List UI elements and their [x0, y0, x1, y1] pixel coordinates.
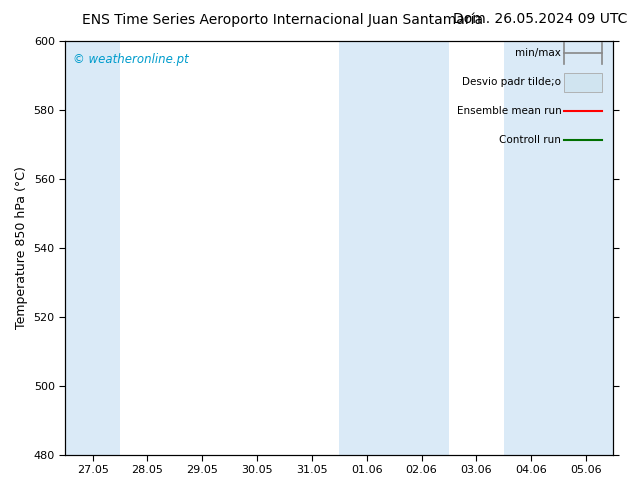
Bar [559, 41, 614, 455]
Text: Ensemble mean run: Ensemble mean run [456, 106, 561, 116]
Text: © weatheronline.pt: © weatheronline.pt [74, 53, 189, 67]
Bar [504, 41, 559, 455]
Text: Desvio padr tilde;o: Desvio padr tilde;o [462, 77, 561, 87]
Text: Dom. 26.05.2024 09 UTC: Dom. 26.05.2024 09 UTC [453, 12, 628, 26]
Bar [339, 41, 394, 455]
Text: ENS Time Series Aeroporto Internacional Juan Santamaría: ENS Time Series Aeroporto Internacional … [82, 12, 484, 27]
Bar [564, 73, 602, 92]
Text: Controll run: Controll run [500, 135, 561, 146]
Bar [65, 41, 120, 455]
Y-axis label: Temperature 850 hPa (°C): Temperature 850 hPa (°C) [15, 167, 28, 329]
Text: min/max: min/max [515, 49, 561, 58]
Bar [394, 41, 449, 455]
